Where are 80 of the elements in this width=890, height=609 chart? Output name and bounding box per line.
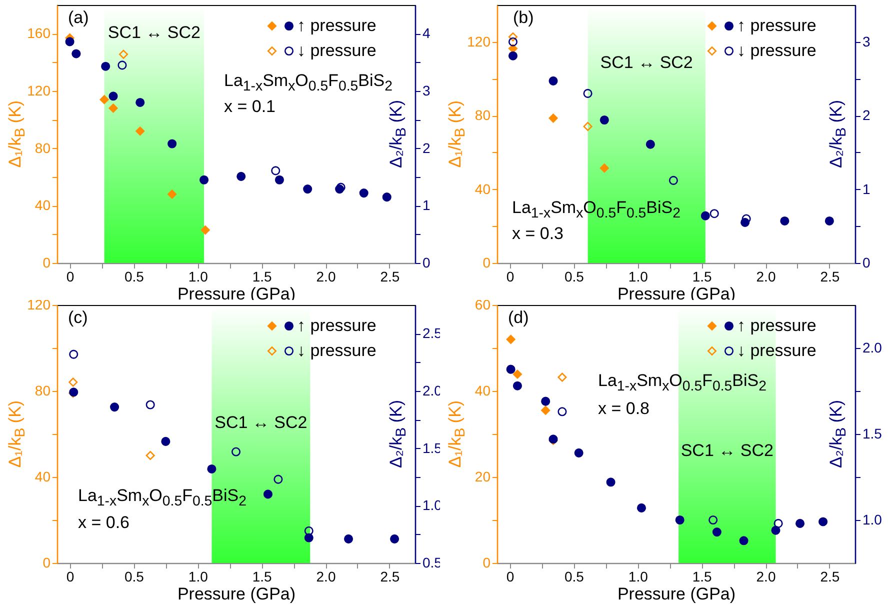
y-tick-label: 160 <box>27 25 51 42</box>
legend-label: ↓ pressure <box>737 341 816 360</box>
x-tick-label: 2.0 <box>316 568 336 584</box>
y-tick-label: 80 <box>34 140 51 156</box>
y-tick-label: 60 <box>474 296 491 312</box>
y-tick-label: 120 <box>27 296 51 312</box>
y-tick-label: 0 <box>42 554 51 570</box>
legend-label: ↓ pressure <box>737 41 816 60</box>
x-tick-label: 0.5 <box>124 268 144 284</box>
x-tick-label: 0 <box>506 268 514 284</box>
annotation: x = 0.8 <box>598 399 650 419</box>
annotation: x = 0.6 <box>78 513 130 533</box>
x-tick-label: 2.0 <box>756 568 776 584</box>
x-tick-label: 2.0 <box>316 268 336 284</box>
y-tick-label: 80 <box>34 382 51 398</box>
x-axis-title: Pressure (GPa) <box>617 584 736 604</box>
band-label: SC1 ↔ SC2 <box>600 53 693 72</box>
y2-tick-label: 1 <box>862 180 870 197</box>
text: La$_{1-x}$Sm$_{x}$O$_{0.5}$F$_{0.5}$BiS$_{2}$ <box>224 71 393 94</box>
band-label: SC1 ↔ SC2 <box>214 413 308 432</box>
y-tick-label: 120 <box>467 33 491 50</box>
y2-tick-label: 3 <box>422 82 430 98</box>
x-tick-label: 0.5 <box>124 568 144 584</box>
x-tick-label: 2.5 <box>820 568 840 584</box>
y-tick-label: 20 <box>474 468 491 484</box>
y-tick-label: 0 <box>42 254 51 270</box>
legend-label: ↑ pressure <box>297 16 376 35</box>
y2-tick-label: 2 <box>422 140 430 156</box>
x-tick-label: 1.0 <box>628 268 648 284</box>
y2-tick-label: 1 <box>422 197 430 214</box>
y-tick-label: 40 <box>474 382 491 398</box>
x-tick-label: 2.0 <box>756 268 776 284</box>
x-tick-label: 2.5 <box>820 268 840 284</box>
x-tick-label: 0.5 <box>564 568 584 584</box>
y-tick-label: 40 <box>34 197 51 214</box>
annotation: (c) <box>68 308 88 328</box>
text: La$_{1-x}$Sm$_{x}$O$_{0.5}$F$_{0.5}$BiS$_{2}$ <box>598 371 767 394</box>
band-label: SC1 ↔ SC2 <box>108 23 200 42</box>
annotation: (d) <box>508 308 529 328</box>
x-tick-label: 1.0 <box>628 568 648 584</box>
x-axis-title: Pressure (GPa) <box>177 284 296 304</box>
x-tick-label: 1.0 <box>188 568 208 584</box>
annotation: x = 0.1 <box>224 97 276 117</box>
y-tick-label: 40 <box>34 468 51 484</box>
x-tick-label: 1.5 <box>692 268 712 284</box>
y-tick-label: 120 <box>27 82 51 98</box>
legend-label: ↓ pressure <box>297 341 376 360</box>
y2-tick-label: 3 <box>862 33 870 50</box>
x-tick-label: 1.5 <box>692 568 712 584</box>
x-axis-title: Pressure (GPa) <box>177 584 296 604</box>
y2-tick-label: 4 <box>422 25 430 42</box>
y2-tick-label: 0 <box>862 254 870 270</box>
annotation: (a) <box>68 8 89 28</box>
x-tick-label: 1.0 <box>188 268 208 284</box>
y-tick-label: 80 <box>474 107 491 124</box>
y2-tick-label: 0 <box>422 254 430 270</box>
y2-tick-label: 2 <box>862 107 870 124</box>
x-tick-label: 0.5 <box>564 268 584 284</box>
y2-tick-label: 1.0 <box>862 512 882 528</box>
x-tick-label: 0 <box>506 568 514 584</box>
y-tick-label: 0 <box>482 254 491 270</box>
text: La$_{1-x}$Sm$_{x}$O$_{0.5}$F$_{0.5}$BiS$_{2}$ <box>78 486 247 510</box>
y-tick-label: 0 <box>482 554 491 570</box>
x-tick-label: 0 <box>66 268 74 284</box>
y2-tick-label: 2.0 <box>862 340 882 356</box>
legend-label: ↑ pressure <box>737 316 816 335</box>
x-axis-title: Pressure (GPa) <box>617 284 736 304</box>
x-tick-label: 0 <box>66 568 74 584</box>
annotation: x = 0.3 <box>512 224 564 244</box>
x-tick-label: 2.5 <box>380 568 400 584</box>
legend-label: ↓ pressure <box>297 41 376 60</box>
y-tick-label: 40 <box>474 180 491 197</box>
band-label: SC1 ↔ SC2 <box>680 441 774 460</box>
annotation: (b) <box>513 8 534 28</box>
x-tick-label: 1.5 <box>252 268 272 284</box>
x-tick-label: 2.5 <box>380 268 400 284</box>
legend-label: ↑ pressure <box>737 16 816 35</box>
legend-label: ↑ pressure <box>297 316 376 335</box>
y2-tick-label: 1.5 <box>862 426 882 442</box>
x-tick-label: 1.5 <box>252 568 272 584</box>
